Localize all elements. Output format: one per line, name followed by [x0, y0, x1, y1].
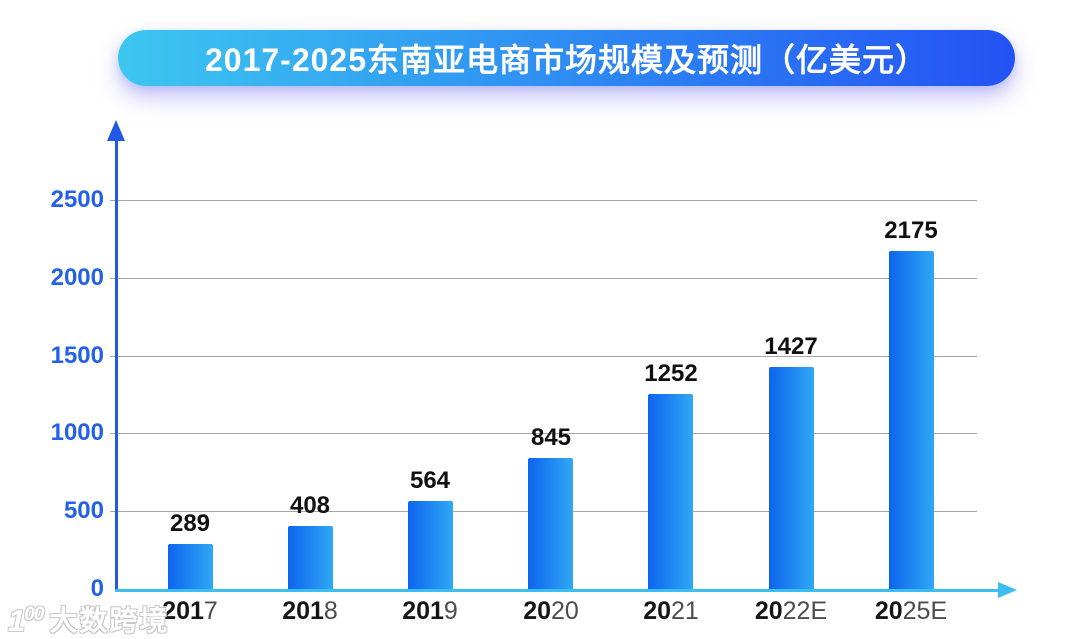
- x-axis-line: [115, 589, 1001, 592]
- x-axis-label-2018: 2018: [282, 597, 338, 625]
- y-tick-label-1000: 1000: [50, 419, 104, 446]
- x-axis-arrow-icon: [998, 582, 1017, 598]
- watermark: 100 大数跨境: [8, 598, 169, 638]
- watermark-logo-icon: 100: [8, 603, 44, 638]
- bar-2018: [288, 526, 333, 589]
- y-tick-label-500: 500: [63, 497, 104, 524]
- gridline-1500: [110, 356, 977, 357]
- gridline-2500: [110, 200, 977, 201]
- bar-2021: [648, 394, 693, 589]
- bar-value-2025E: 2175: [884, 217, 938, 244]
- bar-2022E: [769, 367, 814, 589]
- y-tick-label-1500: 1500: [50, 342, 104, 369]
- x-axis-label-2022E: 2022E: [754, 597, 828, 625]
- y-tick-label-2500: 2500: [50, 186, 104, 213]
- bar-2017: [168, 544, 213, 589]
- y-tick-label-0: 0: [90, 575, 104, 602]
- chart-title: 2017-2025东南亚电商市场规模及预测（亿美元）: [204, 42, 929, 78]
- gridline-2000: [110, 278, 977, 279]
- y-tick-label-2000: 2000: [50, 264, 104, 291]
- x-axis-label-2017: 2017: [162, 597, 218, 625]
- x-axis-label-2025E: 2025E: [874, 597, 948, 625]
- bar-value-2022E: 1427: [764, 333, 818, 360]
- bar-value-2018: 408: [289, 492, 331, 519]
- watermark-text: 大数跨境: [49, 605, 170, 636]
- x-axis-label-2020: 2020: [523, 597, 579, 625]
- chart-title-banner: 2017-2025东南亚电商市场规模及预测（亿美元）: [118, 30, 1015, 86]
- bar-value-2021: 1252: [644, 360, 698, 387]
- y-axis-line: [115, 138, 118, 592]
- x-axis-label-2019: 2019: [402, 597, 458, 625]
- bar-value-2019: 564: [409, 467, 451, 494]
- gridline-1000: [110, 433, 977, 434]
- bar-value-2017: 289: [169, 510, 211, 537]
- y-axis-arrow-icon: [107, 120, 125, 141]
- bar-value-2020: 845: [530, 424, 572, 451]
- bar-2020: [528, 458, 573, 589]
- bar-2025E: [889, 251, 934, 589]
- x-axis-label-2021: 2021: [643, 597, 699, 625]
- bar-2019: [408, 501, 453, 589]
